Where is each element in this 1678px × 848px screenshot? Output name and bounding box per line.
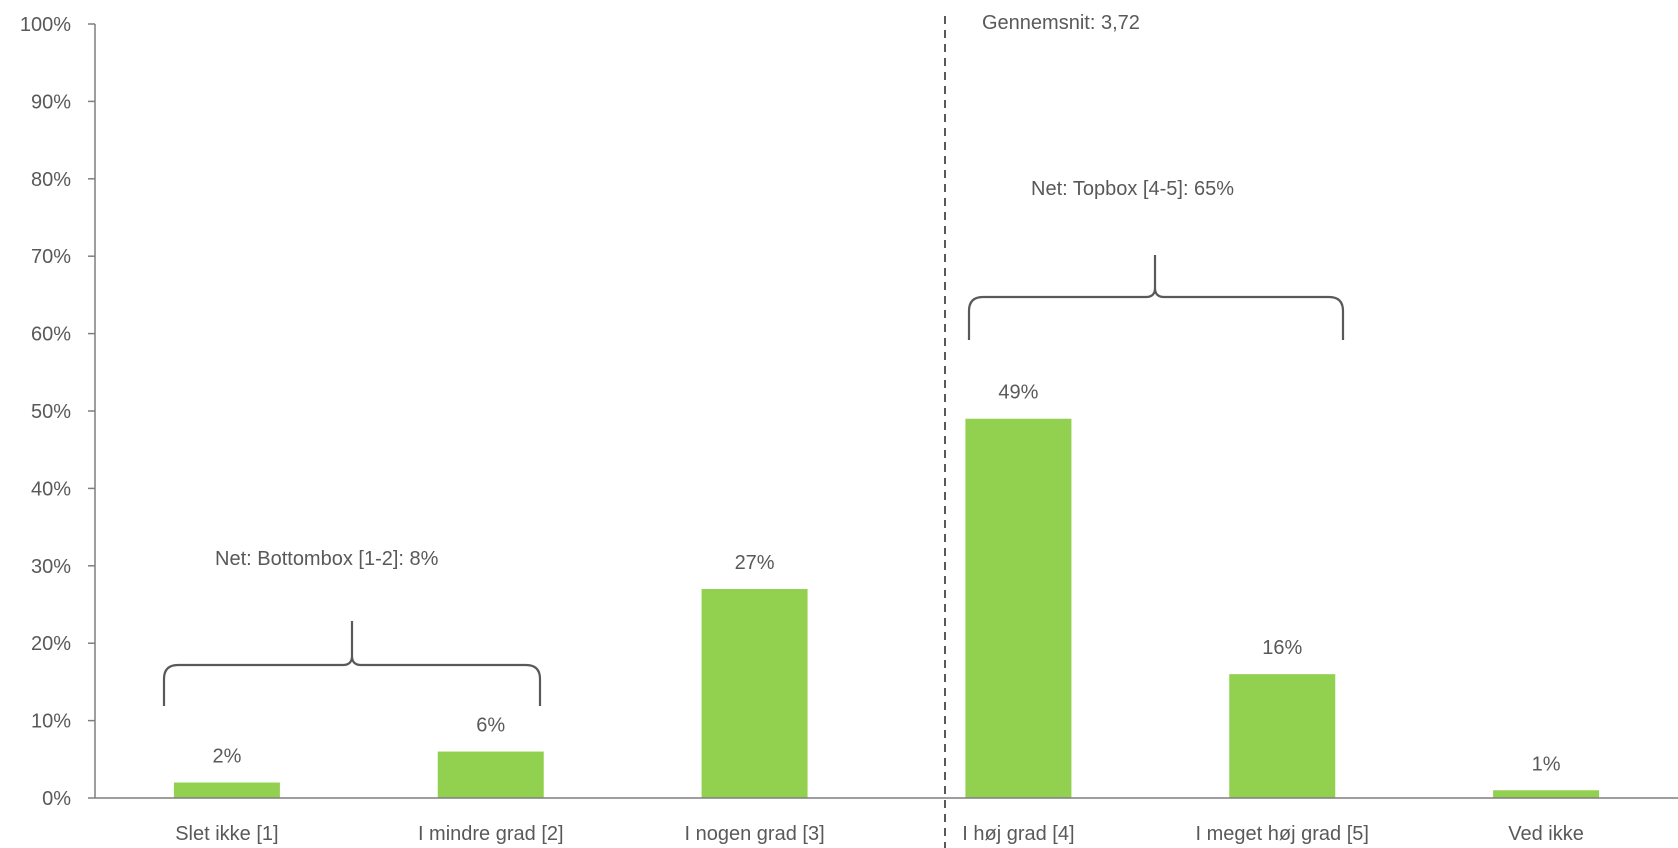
y-axis: 0% 10% 20% 30% 40% 50% 60% 70% 80% 90% 100% (20, 14, 96, 810)
data-label: 16% (1262, 637, 1302, 659)
y-tick-label: 70% (31, 246, 71, 268)
data-label: 49% (998, 382, 1038, 404)
annotations: Gennemsnit: 3,72 Net: Topbox [4-5]: 65% … (162, 12, 1345, 848)
bar (701, 589, 808, 798)
y-tick-label: 50% (31, 401, 71, 423)
y-tick-label: 90% (31, 91, 71, 113)
x-tick-label: I høj grad [4] (962, 823, 1074, 845)
x-tick-label: I nogen grad [3] (685, 823, 825, 845)
bar (965, 418, 1072, 798)
bottombox-label: Net: Bottombox [1-2]: 8% (215, 548, 439, 570)
topbox-label: Net: Topbox [4-5]: 65% (1031, 178, 1234, 200)
average-label: Gennemsnit: 3,72 (982, 12, 1140, 34)
bar (1229, 674, 1336, 798)
x-tick-label: I mindre grad [2] (418, 823, 564, 845)
y-tick-label: 80% (31, 169, 71, 191)
bar (173, 782, 280, 798)
data-label: 6% (476, 715, 505, 737)
x-tick-label: I meget høj grad [5] (1196, 823, 1369, 845)
topbox-brace (967, 255, 1345, 340)
y-tick-label: 30% (31, 556, 71, 578)
y-tick-label: 0% (42, 788, 71, 810)
bottombox-brace (162, 621, 542, 706)
bar (1493, 790, 1600, 798)
x-axis: Slet ikke [1] I mindre grad [2] I nogen gr… (95, 797, 1678, 845)
data-label: 2% (212, 746, 241, 768)
bars: 2% 6% 27% 49% 16% 1% (173, 382, 1600, 798)
y-tick-label: 10% (31, 711, 71, 733)
x-tick-label: Ved ikke (1508, 823, 1584, 845)
x-tick-label: Slet ikke [1] (175, 823, 278, 845)
data-label: 1% (1532, 753, 1561, 775)
y-tick-label: 20% (31, 633, 71, 655)
y-tick-label: 100% (20, 14, 71, 36)
y-tick-label: 60% (31, 324, 71, 346)
data-label: 27% (735, 552, 775, 574)
y-tick-label: 40% (31, 478, 71, 500)
bar (437, 751, 544, 798)
